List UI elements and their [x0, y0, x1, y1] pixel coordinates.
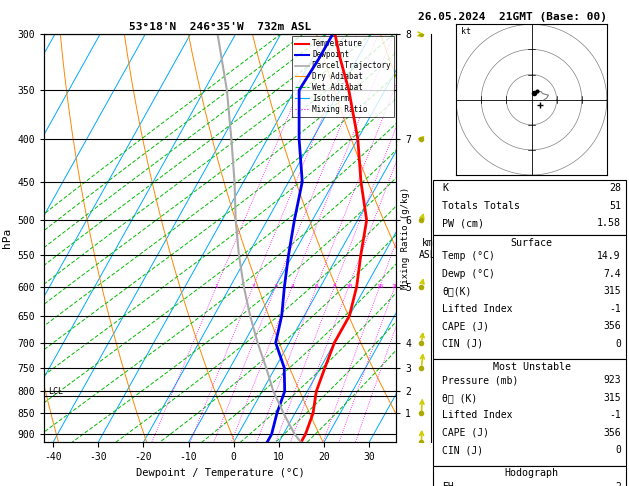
- Text: © weatheronline.co.uk: © weatheronline.co.uk: [472, 471, 585, 480]
- Text: 2: 2: [251, 284, 255, 289]
- Text: Pressure (mb): Pressure (mb): [442, 375, 518, 385]
- Text: 2: 2: [615, 482, 621, 486]
- Text: CAPE (J): CAPE (J): [442, 321, 489, 331]
- Text: 3: 3: [274, 284, 277, 289]
- Text: 1.58: 1.58: [597, 218, 621, 228]
- Text: -1: -1: [609, 410, 621, 420]
- Text: 16: 16: [376, 284, 384, 289]
- X-axis label: Dewpoint / Temperature (°C): Dewpoint / Temperature (°C): [136, 468, 304, 478]
- Text: θᴇ (K): θᴇ (K): [442, 393, 477, 403]
- Text: 51: 51: [609, 201, 621, 211]
- Text: 315: 315: [603, 393, 621, 403]
- Text: Lifted Index: Lifted Index: [442, 410, 513, 420]
- Text: LCL: LCL: [48, 387, 64, 396]
- Text: 25: 25: [406, 284, 414, 289]
- Y-axis label: hPa: hPa: [2, 228, 12, 248]
- Text: Temp (°C): Temp (°C): [442, 251, 495, 261]
- Text: CIN (J): CIN (J): [442, 339, 483, 349]
- Text: 6: 6: [314, 284, 318, 289]
- Text: 315: 315: [603, 286, 621, 296]
- Text: Totals Totals: Totals Totals: [442, 201, 520, 211]
- Text: K: K: [442, 183, 448, 193]
- Text: Dewp (°C): Dewp (°C): [442, 269, 495, 279]
- Text: EH: EH: [442, 482, 454, 486]
- Text: CAPE (J): CAPE (J): [442, 428, 489, 438]
- Text: 0: 0: [615, 445, 621, 455]
- Text: 8: 8: [333, 284, 337, 289]
- Text: kt: kt: [461, 27, 471, 36]
- Text: CIN (J): CIN (J): [442, 445, 483, 455]
- Text: 20: 20: [391, 284, 399, 289]
- Text: Mixing Ratio (g/kg): Mixing Ratio (g/kg): [401, 187, 410, 289]
- Text: -1: -1: [609, 304, 621, 314]
- Text: Hodograph: Hodograph: [504, 468, 559, 478]
- Text: 923: 923: [603, 375, 621, 385]
- Text: 10: 10: [345, 284, 352, 289]
- Text: 14.9: 14.9: [598, 251, 621, 261]
- Text: 28: 28: [609, 183, 621, 193]
- Legend: Temperature, Dewpoint, Parcel Trajectory, Dry Adiabat, Wet Adiabat, Isotherm, Mi: Temperature, Dewpoint, Parcel Trajectory…: [292, 36, 394, 117]
- Text: PW (cm): PW (cm): [442, 218, 484, 228]
- Title: 53°18'N  246°35'W  732m ASL: 53°18'N 246°35'W 732m ASL: [129, 22, 311, 32]
- Text: 4: 4: [291, 284, 294, 289]
- Text: Most Unstable: Most Unstable: [493, 362, 571, 372]
- Text: 1: 1: [214, 284, 218, 289]
- Text: 0: 0: [615, 339, 621, 349]
- Text: 26.05.2024  21GMT (Base: 00): 26.05.2024 21GMT (Base: 00): [418, 12, 607, 22]
- Text: Lifted Index: Lifted Index: [442, 304, 513, 314]
- Text: 356: 356: [603, 428, 621, 438]
- Text: θᴇ(K): θᴇ(K): [442, 286, 472, 296]
- Y-axis label: km
ASL: km ASL: [419, 238, 437, 260]
- Text: 7.4: 7.4: [603, 269, 621, 279]
- Text: 356: 356: [603, 321, 621, 331]
- Text: Surface: Surface: [511, 238, 552, 248]
